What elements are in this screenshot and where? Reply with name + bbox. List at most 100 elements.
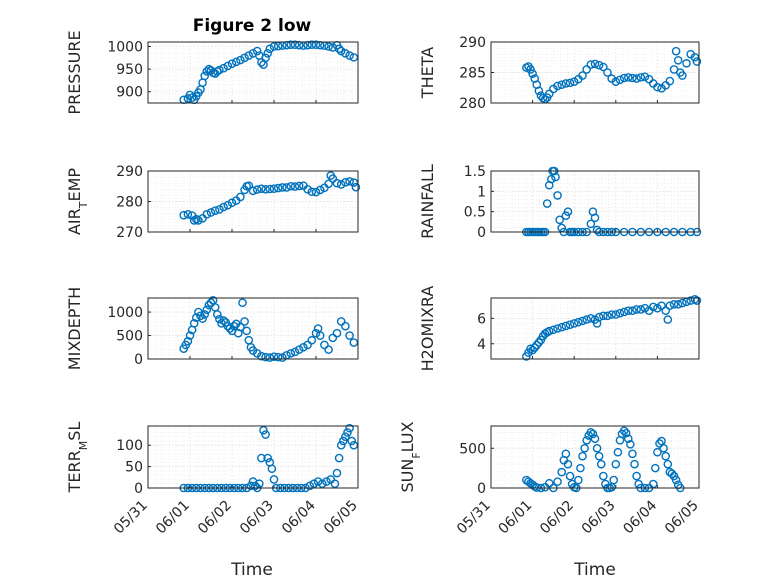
data-point [582,436,591,445]
data-point [278,353,287,362]
data-point [671,46,681,56]
y-tick-label: 500 [116,329,143,345]
data-point [223,61,233,71]
data-point [299,342,308,352]
data-point [632,74,641,83]
data-point [651,463,660,473]
data-point [183,336,193,346]
data-point [630,459,639,469]
x-tick-label: 06/02 [195,498,235,538]
data-point [678,71,687,80]
data-point [269,184,279,193]
subplot-mixdepth: 0 500 1000 MIXDEPTH [65,287,359,370]
y-tick-label: 270 [116,225,143,241]
subplot-air-temp: 270 280 290 AIRTEMP [65,164,361,241]
data-point [526,65,535,74]
axes-frame [490,41,700,104]
data-point [227,59,237,68]
data-point [206,208,216,217]
data-point [307,187,317,197]
data-point [611,77,621,86]
data-point [665,301,675,310]
data-point [336,180,346,189]
data-point [265,184,275,194]
y-tick-label: 280 [459,96,486,112]
axes-frame [490,297,700,360]
data-point [328,333,338,343]
data-point [561,79,571,88]
x-tick-label: 06/01 [496,498,536,538]
data-point [569,319,579,328]
data-point [244,51,254,60]
data-point [653,82,662,92]
x-tick-label: 06/04 [279,497,319,537]
data-point [623,434,633,444]
data-point [557,322,567,332]
data-point [686,296,695,305]
data-point [528,345,537,355]
data-point [619,426,629,436]
data-point [574,475,583,485]
data-point [343,428,352,437]
data-point [349,338,359,347]
data-point [183,210,193,219]
y-tick-label: 1000 [107,305,143,321]
data-point [349,440,359,450]
data-point [332,178,342,188]
data-point [254,479,264,489]
data-point [307,335,317,345]
y-axis-label: THETA [418,47,437,99]
data-point [198,314,207,323]
data-point [544,478,554,488]
y-tick-label: 0 [477,225,486,241]
data-point [588,429,598,439]
data-point [330,479,340,489]
data-point [227,198,237,208]
x-tick-label: 06/01 [153,498,193,538]
data-point [582,315,591,324]
data-point [336,317,346,326]
data-point [586,428,596,437]
data-point [569,77,579,86]
data-point [229,321,239,331]
data-point [626,439,635,449]
data-point [603,311,612,321]
data-point [273,183,283,193]
subplot-rainfall: 0 0.5 1 1.5 RAINFALL [418,164,702,241]
data-point [544,89,554,99]
data-point [345,177,354,186]
x-tick-label: 06/04 [620,497,660,537]
x-label-left: Time [230,560,273,580]
data-point [582,65,591,74]
data-point [561,449,571,459]
data-point [532,340,542,350]
data-point [692,57,702,66]
data-point [563,459,573,469]
axes-frame [147,425,359,489]
data-point [648,302,658,312]
y-tick-label: 290 [459,35,486,51]
data-point [322,477,331,486]
y-tick-label: 500 [459,441,486,457]
y-tick-label: 50 [125,460,143,476]
y-axis-label: MIXDEPTH [65,287,84,370]
data-point [628,449,637,459]
data-point [311,187,321,197]
data-point [530,343,539,352]
data-point [609,475,619,485]
data-point [341,432,350,441]
data-point [565,78,575,88]
y-tick-label: 0 [134,352,143,368]
data-point [636,73,646,82]
data-point [561,321,571,331]
data-point [640,72,650,82]
data-point [663,315,673,324]
data-point [263,48,273,58]
data-point [334,453,344,463]
data-point [278,183,287,192]
data-point [294,181,304,191]
x-tick-label: 06/05 [662,498,702,538]
x-tick-label: 06/05 [321,498,361,538]
data-point [345,331,354,340]
data-point [324,42,333,51]
